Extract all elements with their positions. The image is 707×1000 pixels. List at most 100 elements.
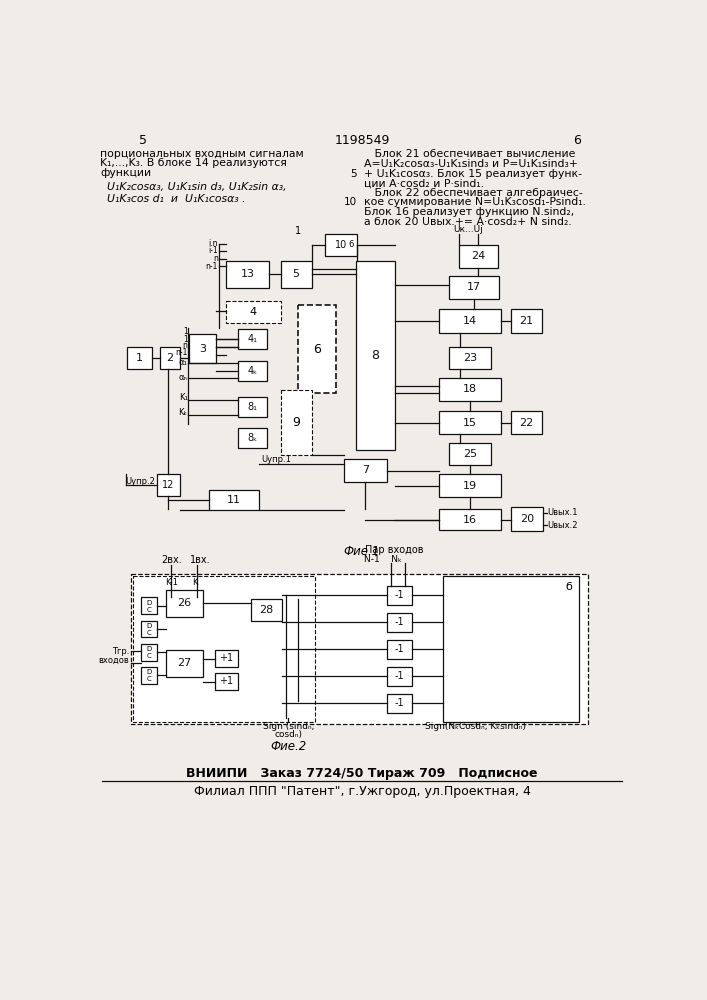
Bar bbox=[226, 261, 269, 288]
Bar bbox=[141, 597, 156, 614]
Text: Uупр.2: Uупр.2 bbox=[126, 477, 156, 486]
Text: 17: 17 bbox=[467, 282, 481, 292]
Bar bbox=[127, 347, 152, 369]
Text: Блок 21 обеспечивает вычисление: Блок 21 обеспечивает вычисление bbox=[363, 149, 575, 159]
Text: Филиал ППП "Патент", г.Ужгород, ул.Проектная, 4: Филиал ППП "Патент", г.Ужгород, ул.Проек… bbox=[194, 785, 530, 798]
Text: D: D bbox=[146, 600, 151, 606]
Text: Блок 22 обеспечивает алгебраичес-: Блок 22 обеспечивает алгебраичес- bbox=[363, 188, 583, 198]
Text: функции: функции bbox=[100, 168, 151, 178]
Text: -1: -1 bbox=[395, 644, 404, 654]
Bar bbox=[238, 428, 267, 448]
Text: Фие.2: Фие.2 bbox=[270, 740, 306, 753]
Bar bbox=[449, 443, 491, 465]
Text: 5: 5 bbox=[139, 134, 146, 147]
Text: 4: 4 bbox=[250, 307, 257, 317]
Text: n-1: n-1 bbox=[206, 262, 218, 271]
Text: ции A·cosd₂ и P·sind₁.: ции A·cosd₂ и P·sind₁. bbox=[363, 178, 484, 188]
Text: K₁,...,K₃. В блоке 14 реализуются: K₁,...,K₃. В блоке 14 реализуются bbox=[100, 158, 287, 168]
Text: 5: 5 bbox=[351, 169, 357, 179]
Text: 20: 20 bbox=[520, 514, 534, 524]
Text: K: K bbox=[192, 578, 198, 587]
Bar bbox=[510, 507, 543, 531]
Text: Тгр.: Тгр. bbox=[112, 647, 129, 656]
Text: 6: 6 bbox=[573, 134, 580, 147]
Text: Фие.1: Фие.1 bbox=[344, 545, 380, 558]
Text: Uк...Uј: Uк...Uј bbox=[453, 225, 483, 234]
Text: 26: 26 bbox=[177, 598, 192, 608]
Text: 6: 6 bbox=[313, 343, 321, 356]
Text: K-1: K-1 bbox=[165, 578, 177, 587]
Bar bbox=[387, 586, 411, 605]
Bar bbox=[209, 490, 259, 510]
Text: -1: -1 bbox=[395, 590, 404, 600]
Text: 6: 6 bbox=[348, 240, 354, 249]
Bar bbox=[189, 334, 216, 363]
Text: 24: 24 bbox=[471, 251, 485, 261]
Bar bbox=[166, 590, 203, 617]
Bar bbox=[438, 411, 501, 434]
Text: cosdₙ): cosdₙ) bbox=[274, 730, 303, 739]
Text: 11: 11 bbox=[227, 495, 240, 505]
Text: 8ₖ: 8ₖ bbox=[247, 433, 258, 443]
Text: а блок 20 Uвых.+= A·cosd₂+ N sind₂.: а блок 20 Uвых.+= A·cosd₂+ N sind₂. bbox=[363, 217, 571, 227]
Bar bbox=[443, 576, 579, 722]
Text: 13: 13 bbox=[240, 269, 255, 279]
Bar bbox=[438, 378, 501, 401]
Text: N-1    Nₖ: N-1 Nₖ bbox=[364, 555, 402, 564]
Bar bbox=[387, 667, 411, 686]
Text: 1: 1 bbox=[183, 335, 187, 344]
Text: Пар входов: Пар входов bbox=[366, 545, 423, 555]
Text: Uупр.1: Uупр.1 bbox=[261, 455, 291, 464]
Text: 9: 9 bbox=[292, 416, 300, 429]
Text: Uвых.1: Uвых.1 bbox=[547, 508, 578, 517]
Bar bbox=[298, 305, 337, 393]
Text: +1: +1 bbox=[219, 676, 233, 686]
Text: 22: 22 bbox=[519, 418, 533, 428]
Text: 28: 28 bbox=[259, 605, 274, 615]
Text: 25: 25 bbox=[463, 449, 477, 459]
Text: 1198549: 1198549 bbox=[334, 134, 390, 147]
Bar bbox=[325, 234, 357, 256]
Text: + U₁K₁cosα₃. Блок 15 реализует функ-: + U₁K₁cosα₃. Блок 15 реализует функ- bbox=[363, 169, 581, 179]
Text: n: n bbox=[213, 254, 218, 263]
Text: Uвых.2: Uвых.2 bbox=[547, 521, 578, 530]
Text: кое суммирование N=U₁K₃cosd₁-Psind₁.: кое суммирование N=U₁K₃cosd₁-Psind₁. bbox=[363, 197, 585, 207]
Text: K₁: K₁ bbox=[179, 393, 187, 402]
Text: i.n: i.n bbox=[209, 239, 218, 248]
Bar bbox=[387, 640, 411, 659]
Text: i-1: i-1 bbox=[208, 246, 218, 255]
Text: б: б bbox=[566, 582, 573, 592]
Bar bbox=[141, 644, 156, 661]
Text: 8: 8 bbox=[371, 349, 379, 362]
Bar bbox=[238, 397, 267, 417]
Text: 2вх.: 2вх. bbox=[162, 555, 182, 565]
Bar bbox=[356, 261, 395, 450]
Text: U₁K₂cosα₃, U₁K₁sin d₃, U₁K₂sin α₃,: U₁K₂cosα₃, U₁K₁sin d₃, U₁K₂sin α₃, bbox=[100, 182, 286, 192]
Text: A=U₁K₂cosα₃-U₁K₁sind₃ и P=U₁K₁sind₃+: A=U₁K₂cosα₃-U₁K₁sind₃ и P=U₁K₁sind₃+ bbox=[363, 159, 578, 169]
Text: 14: 14 bbox=[462, 316, 477, 326]
Text: 5: 5 bbox=[293, 269, 300, 279]
Text: Sign (sindₙ,: Sign (sindₙ, bbox=[262, 722, 314, 731]
Text: 1вх.: 1вх. bbox=[190, 555, 211, 565]
Text: -1: -1 bbox=[395, 698, 404, 708]
Text: порциональных входным сигналам: порциональных входным сигналам bbox=[100, 149, 304, 159]
Bar bbox=[215, 650, 238, 667]
Bar bbox=[387, 694, 411, 713]
Text: 1: 1 bbox=[183, 327, 187, 336]
Bar bbox=[281, 389, 312, 455]
Text: +1: +1 bbox=[219, 653, 233, 663]
Text: D: D bbox=[146, 669, 151, 675]
Bar bbox=[344, 459, 387, 482]
Bar bbox=[238, 361, 267, 381]
Bar bbox=[438, 509, 501, 530]
Text: 23: 23 bbox=[463, 353, 477, 363]
Text: αₙ: αₙ bbox=[179, 373, 187, 382]
Text: 10: 10 bbox=[344, 197, 357, 207]
Text: 3: 3 bbox=[199, 344, 206, 354]
Text: ВНИИПИ   Заказ 7724/50 Тираж 709   Подписное: ВНИИПИ Заказ 7724/50 Тираж 709 Подписное bbox=[186, 767, 538, 780]
Text: 15: 15 bbox=[462, 418, 477, 428]
Text: -1: -1 bbox=[395, 671, 404, 681]
Text: C: C bbox=[146, 630, 151, 636]
Bar bbox=[134, 576, 315, 722]
Bar bbox=[160, 347, 180, 369]
